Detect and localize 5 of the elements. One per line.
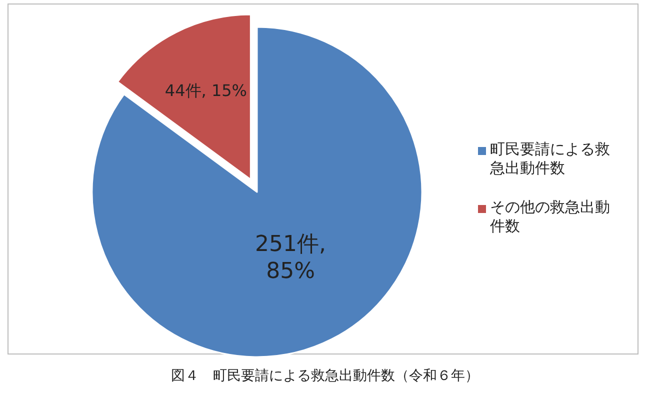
legend-label: 町民要請による救急出動件数 (490, 140, 611, 178)
legend-label: その他の救急出動件数 (490, 198, 611, 236)
data-label: 44件, 15% (164, 81, 248, 102)
data-label: 251件, 85% (254, 230, 328, 286)
text: 図４ 町民要請による救急出動件数（令和６年） (170, 368, 480, 386)
